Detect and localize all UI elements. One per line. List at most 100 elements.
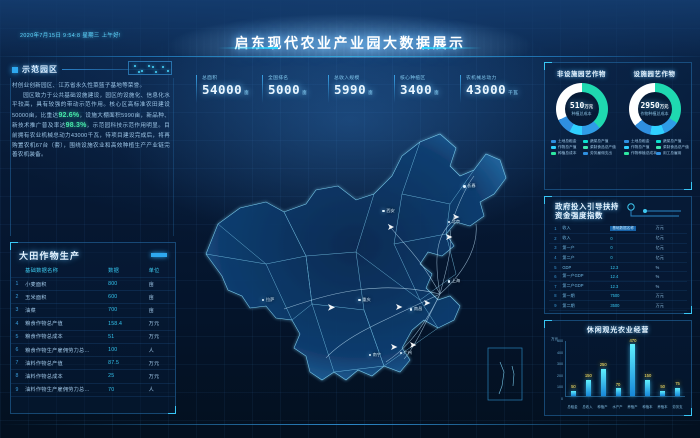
chip-icon	[128, 61, 172, 75]
kpi-strip: 总面积 54000 亩全国排名 5000 亩总收入规模 5990 亩核心种植区 3400 亩农机…	[196, 74, 526, 106]
bar-value-label: 150	[584, 372, 592, 378]
map-city-dot[interactable]	[447, 221, 451, 224]
gov-row-unit: 亿元	[655, 235, 664, 241]
bar-column[interactable]: 70	[615, 341, 622, 396]
table-row[interactable]: 7 油料作物总产值 87.5 万元	[11, 357, 175, 370]
gov-table-row[interactable]: 3 第一产 0 亿元	[549, 243, 687, 253]
donut-value: 2950万元	[640, 101, 669, 110]
legend-item: 蔬菜总产值	[582, 139, 612, 144]
map-city-dot[interactable]	[399, 352, 402, 355]
gov-row-name: 第一产	[562, 244, 575, 250]
map-city-dot[interactable]	[368, 353, 371, 356]
bar	[615, 388, 621, 396]
gov-table-row[interactable]: 1 收入 基础数据名称 万元	[549, 224, 687, 234]
donut-unit: 万元	[584, 104, 594, 109]
table-row[interactable]: 3 油菜 700 亩	[11, 304, 175, 318]
title-deco-left	[218, 47, 278, 49]
bar-value-label: 75	[675, 381, 680, 387]
table-row[interactable]: 4 粮食作物总产值 158.4 万元	[11, 317, 175, 331]
bar-column[interactable]: 50	[570, 341, 577, 396]
legend-item: 劳务雇佣支出	[582, 151, 612, 156]
field-crop-table-title: 大田作物生产	[19, 251, 81, 261]
row-unit: 亩	[148, 307, 155, 314]
table-row[interactable]: 2 玉米面积 600 亩	[11, 291, 175, 304]
donut-chart[interactable]: 2950万元 作物种植总成本	[628, 83, 681, 135]
legend-swatch	[551, 152, 556, 155]
map-city-label: 重庆	[362, 297, 371, 302]
gov-table-row[interactable]: 2 收入 0 亿元	[549, 233, 687, 244]
kpi-unit: 亩	[244, 90, 250, 95]
donut-legend: 土地总租金 蔬菜总产值 作物总产值 菜制食品总产值 作物种植总成本 用工总雇用	[618, 135, 691, 156]
gov-row-name: 收入	[562, 225, 571, 231]
table-row[interactable]: 9 油料作物生产雇佣劳力总… 70 人	[11, 383, 175, 397]
bar	[675, 387, 681, 396]
map-city-dot[interactable]	[463, 185, 466, 188]
map-city-dot[interactable]	[447, 280, 451, 283]
map-city-dot[interactable]	[358, 299, 361, 302]
legend-swatch	[655, 140, 661, 143]
gov-row-tag: 基础数据名称	[610, 226, 636, 232]
map-city-label: 拉萨	[265, 297, 275, 302]
gov-row-value: 3500	[610, 303, 620, 309]
gov-row-index: 3	[554, 245, 557, 251]
row-index: 9	[15, 386, 19, 393]
table-row[interactable]: 6 粮食作物生产雇佣劳力总… 100 人	[11, 343, 175, 357]
x-tick-label: 养殖本	[657, 405, 668, 409]
legend-label: 蔬菜总产值	[662, 139, 682, 143]
bar-value-label: 250	[599, 361, 607, 367]
donut-sublabel: 作物种植总成本	[640, 111, 669, 116]
gov-row-index: 9	[554, 303, 557, 309]
row-index: 1	[15, 281, 19, 288]
legend-item: 作物种植总成本	[624, 151, 657, 156]
gov-table-row[interactable]: 6 第一产GDP 12.4%	[549, 271, 687, 282]
gov-title-line2: 资金强度指数	[555, 211, 603, 220]
bar-column[interactable]: 50	[659, 341, 666, 396]
gov-row-unit: %	[655, 264, 660, 270]
y-tick: 500	[557, 339, 563, 343]
donut-chart[interactable]: 510万元 种植总成本	[555, 83, 608, 135]
table-row[interactable]: 1 小麦面积 800 亩	[11, 278, 175, 291]
gov-row-index: 2	[554, 235, 557, 241]
row-unit: 万元	[148, 373, 160, 380]
row-value: 70	[108, 386, 115, 393]
gov-table-row[interactable]: 4 第二产 0 亿元	[549, 253, 687, 263]
row-index: 8	[15, 373, 19, 380]
donut-title: 非设施园艺作物	[557, 71, 606, 78]
kpi-unit: 千瓦	[508, 90, 519, 95]
bar-column[interactable]: 470	[629, 338, 636, 396]
map-city-dot[interactable]	[409, 308, 413, 311]
bar-column[interactable]: 150	[644, 341, 651, 396]
bar-column[interactable]: 150	[585, 341, 592, 396]
field-crop-table-panel: 大田作物生产 基础数据名称 数据 单位 1 小麦面积 800 亩 2 玉米面积 600 亩 3 油…	[10, 242, 176, 414]
intro-paragraph-2a: 园区致力于公共基础设施建设，园区的设施化、信息化水平较高，具有较强的带动示范作用…	[12, 92, 170, 119]
gov-table-row[interactable]: 5 GDP 12.3%	[549, 263, 687, 272]
legend-item: 土地总租金	[551, 139, 580, 144]
gov-row-unit: 万元	[655, 302, 664, 308]
legend-item: 菜制食品总产值	[655, 145, 689, 150]
table-row[interactable]: 5 粮食作物总成本 51 万元	[11, 330, 175, 344]
gov-title-line1: 政府投入引导扶持	[555, 202, 619, 211]
row-index: 5	[15, 333, 19, 340]
row-unit: 万元	[148, 360, 160, 367]
bar-column[interactable]: 250	[600, 341, 607, 396]
row-unit: 人	[148, 387, 155, 394]
map-city-dot[interactable]	[382, 210, 385, 213]
title-deco-right	[422, 47, 482, 49]
row-value: 158.4	[108, 320, 123, 327]
gov-row-unit: %	[655, 283, 660, 289]
bar-column[interactable]: 75	[674, 341, 681, 396]
china-map[interactable]: 长春 北京 西安 上海 拉萨 重庆 南昌 南宁 广州	[188, 104, 532, 416]
bar-value-label: 150	[644, 372, 652, 378]
intro-highlight-2: 98.3%	[65, 122, 87, 130]
row-index: 7	[15, 360, 19, 367]
legend-label: 种植总成本	[558, 151, 577, 155]
gov-table-row[interactable]: 8 第一期 7500 万元	[549, 291, 687, 301]
legend-item: 菜制食品总产值	[582, 145, 616, 150]
map-city-dot[interactable]	[261, 299, 265, 302]
gov-row-name: 第一产GDP	[562, 273, 584, 279]
header-rays	[0, 0, 700, 58]
table-row[interactable]: 8 油料作物总成本 25 万元	[11, 370, 175, 383]
gov-table-row[interactable]: 7 第二产GDP 12.3%	[549, 281, 687, 291]
gov-table-row[interactable]: 9 第二期 3500 万元	[549, 301, 687, 311]
kpi-value: 5990 亩	[334, 82, 374, 97]
